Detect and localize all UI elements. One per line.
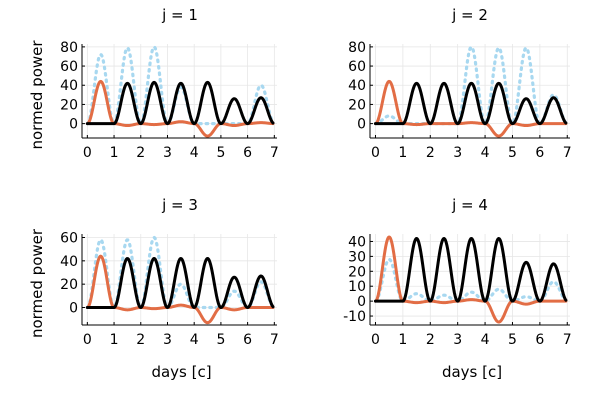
x-tick-label: 0 — [371, 145, 380, 161]
x-tick-label: 2 — [426, 145, 435, 161]
x-tick-label: 3 — [163, 145, 172, 161]
x-tick-label: 1 — [398, 332, 407, 348]
x-tick-label: 6 — [243, 145, 252, 161]
y-axis-label: normed power — [28, 228, 46, 338]
series-line-3 — [85, 80, 275, 126]
series-line-2 — [85, 79, 275, 138]
series-line-2 — [373, 79, 568, 138]
x-tick-label: 3 — [163, 332, 172, 348]
series-line-1 — [85, 45, 275, 126]
x-tick-label: 4 — [481, 332, 490, 348]
x-tick-label: 5 — [508, 332, 517, 348]
x-tick-label: 7 — [563, 145, 572, 161]
y-tick-label: 60 — [60, 231, 78, 247]
x-tick-label: 4 — [190, 145, 199, 161]
y-tick-label: 40 — [348, 234, 366, 250]
x-tick-label: 4 — [190, 332, 199, 348]
x-tick-label: 6 — [243, 332, 252, 348]
y-tick-label: 60 — [348, 59, 366, 75]
x-tick-label: 2 — [136, 332, 145, 348]
x-tick-label: 2 — [426, 332, 435, 348]
x-tick-label: 5 — [216, 145, 225, 161]
y-tick-label: 0 — [69, 117, 78, 133]
x-tick-label: 3 — [453, 332, 462, 348]
chart-title: j = 4 — [451, 196, 488, 214]
x-tick-label: 0 — [371, 332, 380, 348]
x-axis-label: days [c] — [151, 363, 211, 381]
chart-title: j = 1 — [161, 6, 198, 24]
y-tick-label: 20 — [348, 264, 366, 280]
y-tick-label: 40 — [60, 254, 78, 270]
y-tick-label: 60 — [60, 59, 78, 75]
x-tick-label: 1 — [398, 145, 407, 161]
chart-panel-1: 0 1 2 3 4 5 6 7 0 20 40 60 80 j = 1 normed power — [28, 6, 279, 161]
x-tick-label: 6 — [535, 332, 544, 348]
y-tick-label: 20 — [348, 97, 366, 113]
y-tick-label: 20 — [60, 277, 78, 293]
y-tick-label: 30 — [348, 249, 366, 265]
x-tick-label: 0 — [83, 145, 92, 161]
x-tick-label: 5 — [216, 332, 225, 348]
x-tick-label: 5 — [508, 145, 517, 161]
series-line-3 — [85, 257, 275, 309]
x-tick-label: 7 — [270, 332, 279, 348]
chart-title: j = 3 — [161, 196, 198, 214]
x-tick-label: 7 — [270, 145, 279, 161]
y-tick-label: 0 — [357, 117, 366, 133]
series-line-1 — [373, 257, 568, 303]
x-tick-label: 2 — [136, 145, 145, 161]
x-axis-label: days [c] — [442, 363, 502, 381]
x-tick-label: 7 — [563, 332, 572, 348]
y-tick-label: 80 — [60, 40, 78, 56]
x-tick-label: 0 — [83, 332, 92, 348]
y-tick-label: 80 — [348, 40, 366, 56]
x-tick-label: 1 — [110, 332, 119, 348]
x-tick-label: 4 — [481, 145, 490, 161]
y-tick-label: 20 — [60, 97, 78, 113]
x-tick-label: 3 — [453, 145, 462, 161]
y-tick-label: 40 — [60, 78, 78, 94]
chart-title: j = 2 — [451, 6, 488, 24]
chart-panel-2: 0 1 2 3 4 5 6 7 0 20 40 60 80 j = 2 — [348, 6, 572, 161]
series-line-3 — [373, 81, 568, 126]
y-tick-label: 0 — [69, 301, 78, 317]
y-tick-label: 0 — [357, 294, 366, 310]
series-line-1 — [85, 235, 275, 310]
x-tick-label: 6 — [535, 145, 544, 161]
series-line-2 — [85, 254, 275, 325]
y-axis-label: normed power — [28, 40, 46, 150]
series-line-2 — [373, 235, 568, 324]
series-line-1 — [373, 45, 568, 126]
x-tick-label: 1 — [110, 145, 119, 161]
chart-panel-3: 0 1 2 3 4 5 6 7 0 20 40 60 j = 3 normed power days [c] — [28, 196, 279, 381]
y-tick-label: 10 — [348, 279, 366, 295]
series-line-3 — [373, 236, 568, 303]
y-tick-label: -10 — [343, 309, 366, 325]
y-tick-label: 40 — [348, 78, 366, 94]
